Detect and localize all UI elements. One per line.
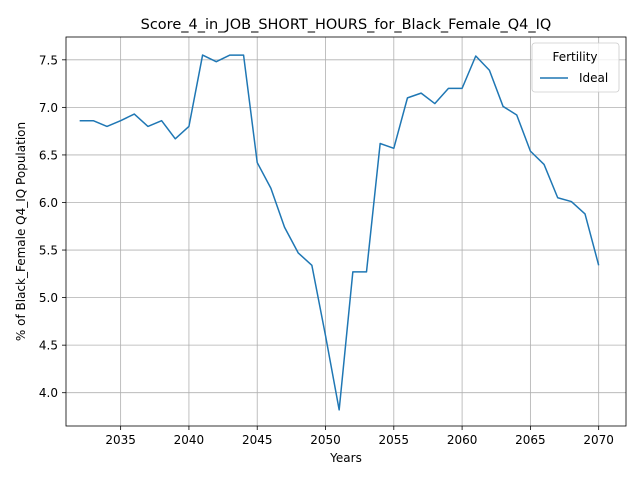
- x-tick-label: 2060: [447, 433, 478, 447]
- y-tick-label: 7.0: [39, 101, 58, 115]
- chart-title: Score_4_in_JOB_SHORT_HOURS_for_Black_Fem…: [141, 17, 552, 33]
- legend-label-ideal: Ideal: [579, 71, 608, 85]
- legend: Fertility Ideal: [531, 42, 620, 93]
- y-axis-ticks: 4.0 4.5 5.0 5.5 6.0 6.5 7.0 7.5: [39, 53, 66, 400]
- y-tick-label: 6.0: [39, 196, 58, 210]
- x-tick-label: 2050: [310, 433, 341, 447]
- y-tick-label: 4.0: [39, 386, 58, 400]
- plot-area-frame: [65, 36, 627, 427]
- x-tick-label: 2070: [583, 433, 614, 447]
- legend-box: [531, 42, 620, 93]
- x-tick-label: 2055: [379, 433, 410, 447]
- x-axis-ticks: 2035 2040 2045 2050 2055 2060 2065 2070: [105, 426, 614, 447]
- x-tick-label: 2040: [174, 433, 205, 447]
- y-axis-label: % of Black_Female Q4_IQ Population: [14, 122, 28, 341]
- x-tick-label: 2065: [515, 433, 546, 447]
- y-tick-label: 7.5: [39, 53, 58, 67]
- y-tick-label: 4.5: [39, 339, 58, 353]
- x-axis-label: Years: [329, 451, 362, 465]
- series-line-ideal: [79, 54, 600, 411]
- x-tick-label: 2035: [105, 433, 136, 447]
- legend-title: Fertility: [552, 50, 597, 64]
- y-tick-label: 6.5: [39, 148, 58, 162]
- y-tick-label: 5.5: [39, 244, 58, 258]
- y-tick-label: 5.0: [39, 291, 58, 305]
- x-tick-label: 2045: [242, 433, 273, 447]
- series-lines: [79, 54, 600, 411]
